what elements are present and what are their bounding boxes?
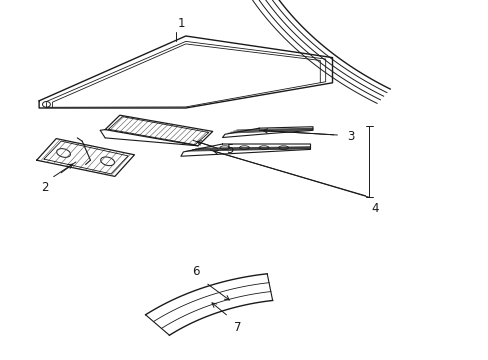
Text: 1: 1 <box>177 17 184 30</box>
Text: 7: 7 <box>234 321 242 334</box>
Text: 5: 5 <box>225 143 233 156</box>
Text: 2: 2 <box>41 181 49 194</box>
Text: 4: 4 <box>371 202 379 215</box>
Text: 3: 3 <box>346 130 354 143</box>
Text: 6: 6 <box>191 265 199 278</box>
